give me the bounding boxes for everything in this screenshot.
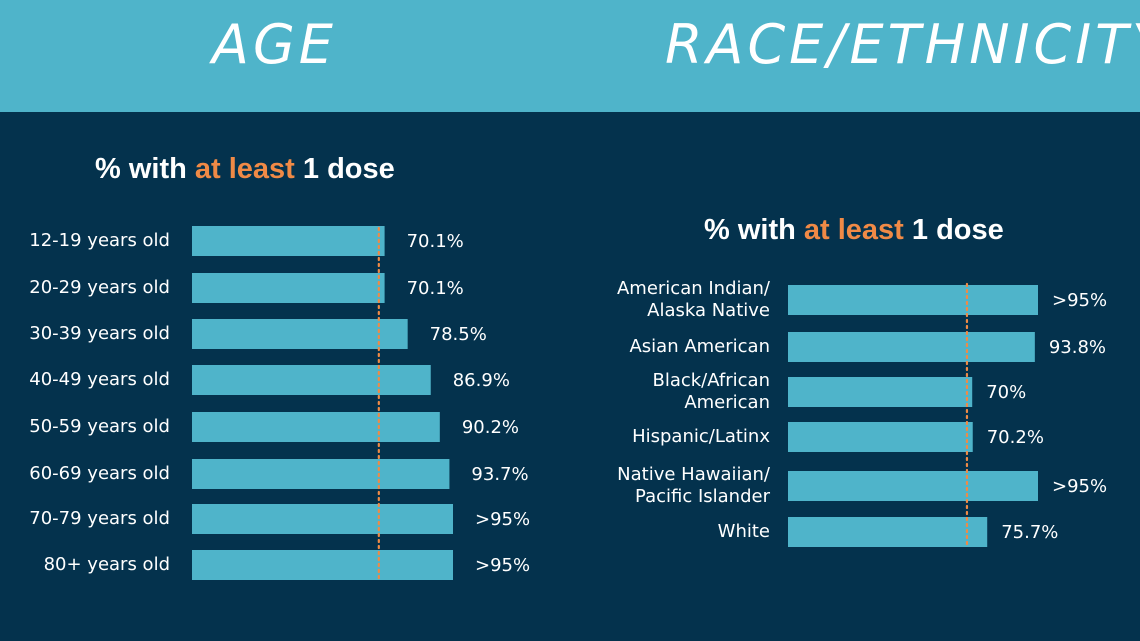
age-category-label: 80+ years old: [44, 554, 170, 575]
age-bar: [192, 319, 408, 349]
race-category-label: White: [718, 521, 770, 542]
race-bar: [788, 332, 1035, 362]
age-value-label: 93.7%: [471, 464, 528, 485]
race-bar-chart: American Indian/Alaska Native >95% Asian A…: [617, 278, 1107, 549]
subtitle-prefix: %: [95, 153, 129, 185]
age-bar-chart: 12-19 years old 70.1% 20-29 years old 70.1%…: [29, 226, 530, 582]
age-value-label: 86.9%: [453, 370, 510, 391]
age-value-label: 90.2%: [462, 417, 519, 438]
race-ethnicity-heading: RACE/ETHNICITY: [665, 13, 1140, 76]
age-value-label: >95%: [475, 509, 530, 530]
age-category-label: 60-69 years old: [29, 463, 170, 484]
age-bar: [192, 412, 440, 442]
race-value-label: 70.2%: [987, 427, 1044, 448]
race-bar: [788, 471, 1038, 501]
subtitle-mid: with: [128, 153, 195, 185]
age-chart-subtitle: % with at least 1 dose: [95, 155, 395, 184]
race-category-label: Asian American: [629, 336, 770, 357]
age-bar: [192, 226, 385, 256]
subtitle-suffix: 1 dose: [903, 214, 1004, 246]
age-category-label: 30-39 years old: [29, 323, 170, 344]
race-category-label: Alaska Native: [647, 300, 770, 321]
age-value-label: >95%: [475, 555, 530, 576]
age-bar: [192, 273, 385, 303]
race-bar: [788, 422, 973, 452]
header-banner: AGE RACE/ETHNICITY: [0, 0, 1140, 112]
race-bar: [788, 377, 973, 407]
age-category-label: 12-19 years old: [29, 230, 170, 251]
race-chart-subtitle: % with at least 1 dose: [704, 216, 1004, 245]
age-value-label: 70.1%: [407, 231, 464, 252]
subtitle-mid: with: [737, 214, 804, 246]
age-value-label: 78.5%: [430, 324, 487, 345]
race-bar: [788, 285, 1038, 315]
subtitle-highlight: at least: [194, 153, 295, 185]
race-bar: [788, 517, 988, 547]
subtitle-highlight: at least: [803, 214, 904, 246]
subtitle-prefix: %: [704, 214, 738, 246]
race-value-label: 75.7%: [1001, 522, 1058, 543]
race-category-label: American: [684, 392, 770, 413]
race-value-label: >95%: [1052, 290, 1107, 311]
age-bar: [192, 550, 453, 580]
race-category-label: Black/African: [652, 370, 770, 391]
race-category-label: American Indian/: [617, 278, 771, 299]
age-heading: AGE: [212, 13, 337, 76]
subtitle-suffix: 1 dose: [294, 153, 395, 185]
race-value-label: 70%: [986, 382, 1026, 403]
race-value-label: 93.8%: [1049, 337, 1106, 358]
age-category-label: 40-49 years old: [29, 369, 170, 390]
age-value-label: 70.1%: [407, 278, 464, 299]
age-category-label: 70-79 years old: [29, 508, 170, 529]
race-category-label: Hispanic/Latinx: [632, 426, 770, 447]
race-value-label: >95%: [1052, 476, 1107, 497]
age-category-label: 50-59 years old: [29, 416, 170, 437]
age-bar: [192, 459, 450, 489]
race-category-label: Pacific Islander: [635, 486, 771, 507]
age-bar: [192, 504, 453, 534]
race-category-label: Native Hawaiian/: [617, 464, 771, 485]
age-bar: [192, 365, 431, 395]
age-category-label: 20-29 years old: [29, 277, 170, 298]
